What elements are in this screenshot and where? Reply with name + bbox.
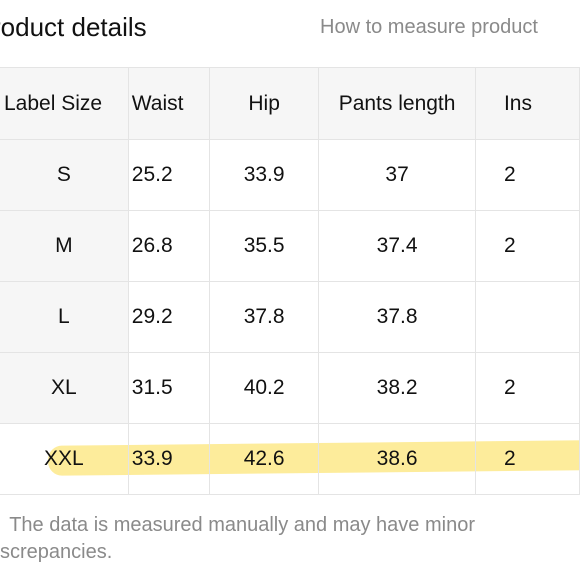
inseam-cell: 2: [475, 210, 580, 282]
inseam-cell: 2: [475, 423, 580, 495]
table-row: L 29.2 37.8 37.8: [0, 281, 580, 353]
column-header-pants-length: Pants length: [318, 67, 476, 140]
column-header-waist: Waist: [128, 67, 211, 140]
table-row-highlighted: XXL 33.9 42.6 38.6 2: [0, 423, 580, 495]
pants-length-cell: 37.4: [318, 210, 476, 282]
pants-length-cell: 37.8: [318, 281, 476, 353]
hip-cell: 33.9: [209, 139, 320, 211]
hip-cell: 37.8: [209, 281, 320, 353]
pants-length-cell: 38.2: [318, 352, 476, 424]
size-cell: XXL: [0, 423, 129, 495]
inseam-cell: 2: [475, 139, 580, 211]
waist-cell: 29.2: [128, 281, 211, 353]
disclaimer-line-2: screpancies.: [0, 541, 113, 563]
table-row: M 26.8 35.5 37.4 2: [0, 210, 580, 282]
size-cell: M: [0, 210, 129, 282]
pants-length-cell: 37: [318, 139, 476, 211]
hip-cell: 42.6: [209, 423, 320, 495]
column-header-hip: Hip: [209, 67, 320, 140]
measurement-disclaimer: ) The data is measured manually and may …: [0, 512, 566, 566]
waist-cell: 25.2: [128, 139, 211, 211]
waist-cell: 26.8: [128, 210, 211, 282]
column-header-label-size: Label Size: [0, 67, 129, 140]
inseam-cell: 2: [475, 352, 580, 424]
size-cell: XL: [0, 352, 129, 424]
column-header-inseam: Ins: [475, 67, 580, 140]
size-cell: S: [0, 139, 129, 211]
hip-cell: 35.5: [209, 210, 320, 282]
hip-cell: 40.2: [209, 352, 320, 424]
waist-cell: 31.5: [128, 352, 211, 424]
size-cell: L: [0, 281, 129, 353]
how-to-measure-link[interactable]: How to measure product: [320, 16, 538, 38]
table-row: S 25.2 33.9 37 2: [0, 139, 580, 211]
inseam-cell: [475, 281, 580, 353]
pants-length-cell: 38.6: [318, 423, 476, 495]
table-row: XL 31.5 40.2 38.2 2: [0, 352, 580, 424]
size-table-container[interactable]: Label Size Waist Hip Pants length Ins S …: [0, 67, 580, 497]
info-icon: ): [0, 512, 4, 539]
page-title: roduct details: [0, 12, 147, 42]
table-header-row: Label Size Waist Hip Pants length Ins: [0, 67, 580, 140]
disclaimer-line-1: The data is measured manually and may ha…: [9, 514, 475, 536]
size-chart-table: Label Size Waist Hip Pants length Ins S …: [0, 67, 580, 495]
waist-cell: 33.9: [128, 423, 211, 495]
